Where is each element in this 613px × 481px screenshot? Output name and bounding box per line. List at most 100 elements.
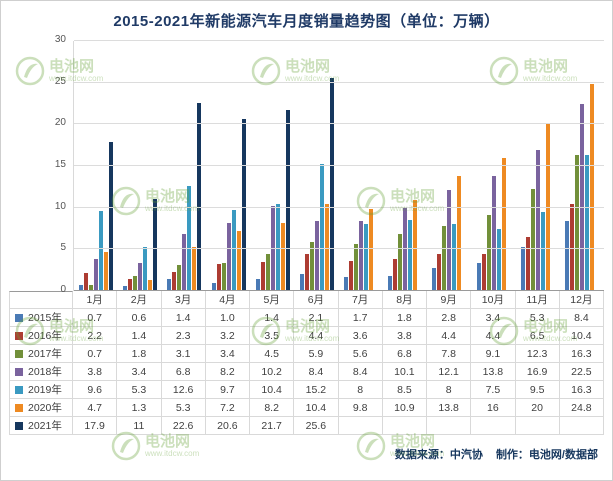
bar-group-5月 — [251, 41, 295, 291]
data-table: 2015年 0.7 0.6 1.4 1.0 1.4 2.1 1.7 1.8 2.8 3.4 5.3 8.… — [9, 309, 604, 435]
table-cell: 6.8 — [382, 345, 427, 363]
table-cell — [382, 417, 427, 435]
credit-label: 制作：电池网/数据部 — [495, 449, 598, 461]
table-cell: 9.5 — [515, 381, 560, 399]
x-axis-label-10月: 10月 — [471, 291, 516, 309]
table-cell: 24.8 — [559, 399, 604, 417]
table-cell: 12.3 — [515, 345, 560, 363]
bar-2021年-6月 — [329, 77, 334, 291]
table-cell: 5.3 — [515, 309, 560, 327]
bar-2017年-9月 — [442, 226, 447, 291]
series-name: 2018年 — [28, 366, 62, 378]
table-cell: 11 — [117, 417, 162, 435]
table-cell: 5.3 — [161, 399, 206, 417]
legend-item-2015年: 2015年 — [9, 309, 73, 327]
bar-2019年-9月 — [452, 224, 457, 291]
bar-2017年-7月 — [354, 244, 359, 291]
table-cell: 8 — [338, 381, 383, 399]
table-cell: 16.9 — [515, 363, 560, 381]
bar-2020年-10月 — [501, 157, 506, 291]
table-cell: 16 — [471, 399, 516, 417]
table-cell: 3.8 — [382, 327, 427, 345]
watermark: 电池网 www.itdcw.com — [111, 431, 199, 461]
table-cell: 16.3 — [559, 345, 604, 363]
plot-row: 0 5 10 15 20 25 30 — [9, 34, 604, 295]
table-cell — [338, 417, 383, 435]
table-cell: 2.3 — [161, 327, 206, 345]
table-cell: 10.4 — [294, 399, 339, 417]
bar-2020年-3月 — [192, 246, 197, 291]
gridline-10 — [74, 206, 604, 208]
table-cell: 8.5 — [382, 381, 427, 399]
table-cell: 10.1 — [382, 363, 427, 381]
legend-swatch — [15, 367, 23, 376]
table-cell: 1.0 — [205, 309, 250, 327]
table-cell — [427, 417, 472, 435]
table-cell: 3.6 — [338, 327, 383, 345]
gridline-15 — [74, 165, 604, 166]
bar-group-6月 — [295, 41, 339, 291]
bar-2017年-11月 — [530, 188, 535, 291]
bar-2015年-11月 — [520, 246, 525, 291]
x-axis-label-5月: 5月 — [250, 291, 295, 309]
table-cell: 0.7 — [73, 309, 118, 327]
table-cell: 1.4 — [161, 309, 206, 327]
legend-item-2017年: 2017年 — [9, 345, 73, 363]
watermark-logo-icon — [111, 431, 141, 461]
bar-2016年-11月 — [525, 236, 530, 291]
table-cell: 8.4 — [338, 363, 383, 381]
y-tick-label-15: 15 — [54, 159, 66, 170]
table-cell: 0.7 — [73, 345, 118, 363]
x-axis-label-3月: 3月 — [161, 291, 206, 309]
table-cell: 22.6 — [161, 417, 206, 435]
series-name: 2020年 — [28, 402, 62, 414]
table-cell: 8.4 — [559, 309, 604, 327]
legend-item-2021年: 2021年 — [9, 417, 73, 435]
bar-2018年-1月 — [94, 259, 99, 291]
table-cell: 5.9 — [294, 345, 339, 363]
bar-2017年-1月 — [89, 285, 94, 291]
table-cell: 12.6 — [161, 381, 206, 399]
table-cell: 8.2 — [205, 363, 250, 381]
bar-2016年-2月 — [128, 279, 133, 291]
bar-2019年-10月 — [496, 228, 501, 291]
table-cell: 8.2 — [250, 399, 295, 417]
y-tick-label-5: 5 — [60, 242, 66, 254]
bar-2020年-2月 — [148, 280, 153, 291]
legend-swatch — [15, 421, 23, 430]
bar-2019年-6月 — [319, 164, 324, 291]
series-name: 2017年 — [28, 348, 62, 360]
table-cell: 10.4 — [559, 327, 604, 345]
bar-2017年-6月 — [309, 241, 314, 291]
bar-2016年-9月 — [437, 254, 442, 291]
table-cell: 4.4 — [427, 327, 472, 345]
bar-2015年-9月 — [432, 267, 437, 291]
table-cell: 21.7 — [250, 417, 295, 435]
bar-2017年-3月 — [177, 265, 182, 291]
bar-2020年-12月 — [589, 84, 594, 291]
bar-2017年-12月 — [574, 155, 579, 291]
table-cell: 5.3 — [117, 381, 162, 399]
table-cell: 13.8 — [427, 399, 472, 417]
gridline-5 — [74, 248, 604, 250]
bar-group-12月 — [560, 41, 604, 291]
bar-2018年-12月 — [579, 103, 584, 291]
table-row-2016年: 2016年 2.2 1.4 2.3 3.2 3.5 4.4 3.6 3.8 4.4 4.4 6.5 10… — [9, 327, 604, 345]
chart-area: 0 5 10 15 20 25 30 1月 2月 3月 4月 5月 6月 7月 8月 9月 10月 11月 12月… — [9, 34, 604, 435]
table-row-2020年: 2020年 4.7 1.3 5.3 7.2 8.2 10.4 9.8 10.9 13.8 16 20 2… — [9, 399, 604, 417]
y-tick-label-30: 30 — [54, 34, 66, 45]
table-cell: 20.6 — [205, 417, 250, 435]
table-cell: 9.8 — [338, 399, 383, 417]
table-cell: 9.6 — [73, 381, 118, 399]
table-cell: 1.8 — [117, 345, 162, 363]
bar-2016年-8月 — [393, 259, 398, 291]
x-axis-label-4月: 4月 — [205, 291, 250, 309]
table-cell: 7.8 — [427, 345, 472, 363]
bar-2019年-7月 — [364, 224, 369, 291]
table-cell: 8 — [427, 381, 472, 399]
bar-2017年-4月 — [221, 262, 226, 291]
bar-group-7月 — [339, 41, 383, 291]
bar-group-10月 — [472, 41, 516, 291]
y-tick-label-25: 25 — [54, 75, 66, 87]
